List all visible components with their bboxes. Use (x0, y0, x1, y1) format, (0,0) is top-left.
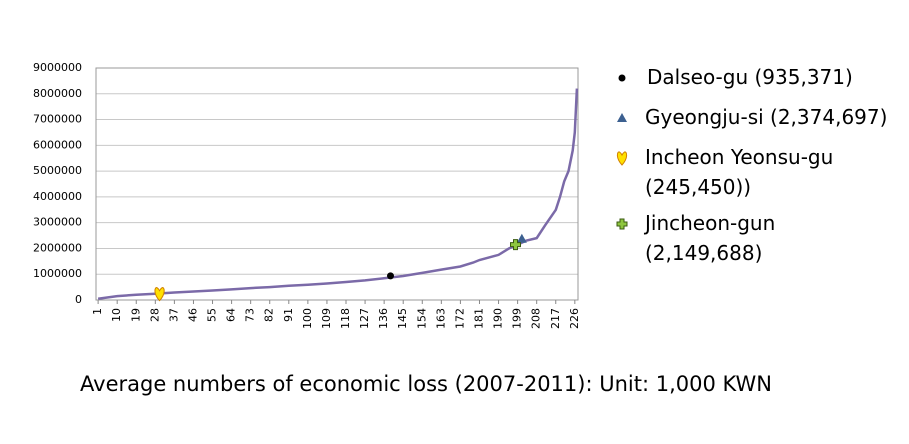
data-line (97, 88, 579, 300)
x-tick-label: 19 (129, 308, 142, 322)
y-tick-label: 8000000 (33, 87, 82, 100)
x-tick-label: 127 (358, 308, 371, 329)
x-tick-label: 172 (453, 308, 466, 329)
legend-marker (616, 218, 628, 230)
x-tick-label: 10 (110, 308, 123, 322)
legend-label: Dalseo-gu (935,371) (647, 65, 853, 89)
y-tick-label: 9000000 (33, 61, 82, 74)
legend-label: Gyeongju-si (2,374,697) (645, 105, 888, 129)
x-tick-label: 199 (511, 308, 524, 329)
y-tick-label: 3000000 (33, 216, 82, 229)
x-tick-label: 64 (225, 308, 238, 322)
legend-marker (617, 113, 627, 122)
x-tick-label: 163 (434, 308, 447, 329)
x-tick-label: 181 (472, 308, 485, 329)
marker (516, 233, 527, 243)
x-tick-label: 118 (339, 308, 352, 329)
x-tick-label: 190 (492, 308, 505, 329)
x-tick-label: 226 (568, 308, 581, 329)
x-tick-label: 73 (244, 308, 257, 322)
legend-marker (618, 74, 626, 82)
legend-marker (616, 151, 628, 166)
x-tick-label: 208 (530, 308, 543, 329)
x-tick-label: 46 (186, 308, 199, 322)
legend-label: Incheon Yeonsu-gu (245,450)) (645, 145, 834, 199)
x-tick-label: 145 (396, 308, 409, 329)
x-tick-label: 154 (415, 308, 428, 329)
y-tick-label: 6000000 (33, 138, 82, 151)
x-tick-label: 55 (206, 308, 219, 322)
x-tick-label: 91 (282, 308, 295, 322)
x-tick-label: 100 (301, 308, 314, 329)
x-tick-label: 28 (148, 308, 161, 322)
y-tick-label: 4000000 (33, 190, 82, 203)
y-tick-label: 1000000 (33, 267, 82, 280)
marker (386, 272, 394, 280)
y-tick-label: 2000000 (33, 241, 82, 254)
marker (154, 287, 165, 302)
x-tick-label: 1 (91, 308, 104, 315)
y-tick-label: 7000000 (33, 113, 82, 126)
marker (509, 239, 521, 251)
caption: Average numbers of economic loss (2007-2… (80, 372, 773, 396)
x-tick-label: 82 (263, 308, 276, 322)
y-tick-label: 0 (75, 293, 82, 306)
legend-label: Jincheon-gun (2,149,688) (645, 211, 776, 265)
y-tick-label: 5000000 (33, 164, 82, 177)
x-tick-label: 217 (549, 308, 562, 329)
x-tick-label: 109 (320, 308, 333, 329)
plot-frame (95, 67, 579, 301)
x-tick-label: 136 (377, 308, 390, 329)
x-tick-label: 37 (167, 308, 180, 322)
